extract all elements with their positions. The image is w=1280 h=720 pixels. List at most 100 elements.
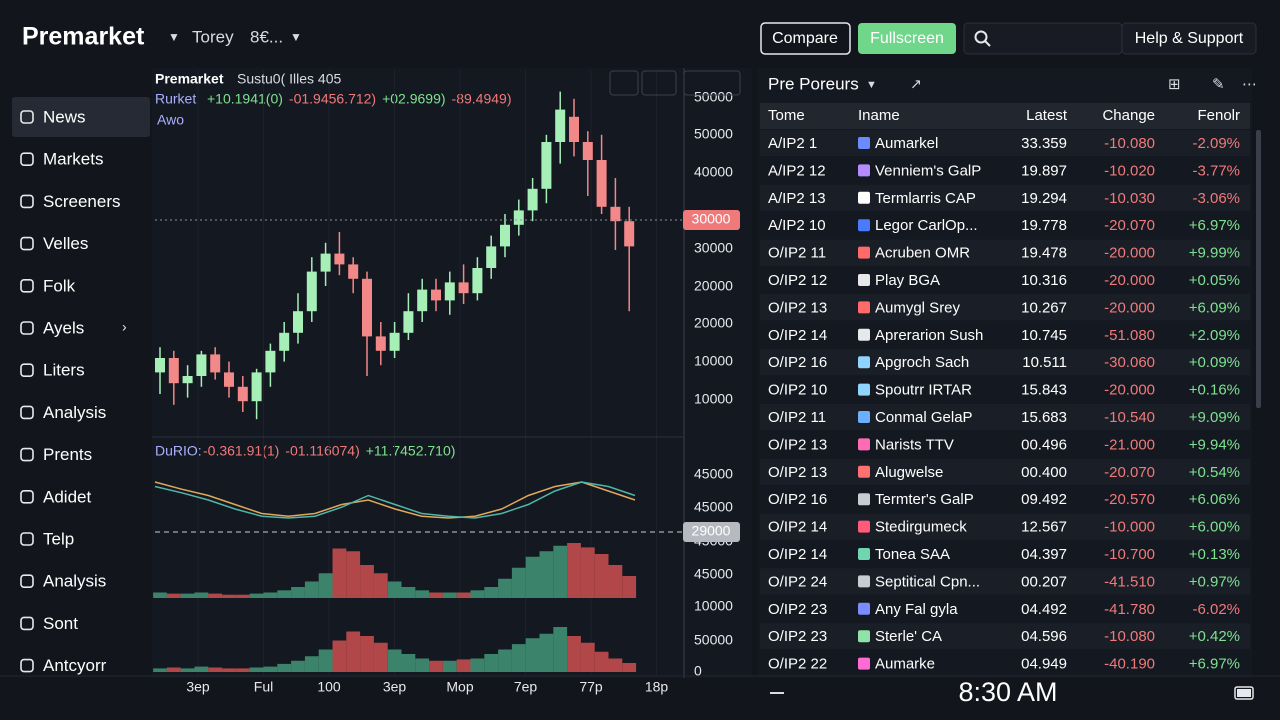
chart-legend-subtitle: Sustu0( Illes 405 xyxy=(237,71,341,87)
row-name[interactable]: Narists TTV xyxy=(875,436,954,453)
row-name[interactable]: Aumarke xyxy=(875,656,935,673)
nav-item[interactable]: Prents xyxy=(43,445,92,464)
dropdown-caret[interactable]: ▼ xyxy=(866,79,877,91)
nav-item[interactable]: Antcyorr xyxy=(43,656,107,675)
dropdown-caret[interactable]: ▼ xyxy=(168,30,180,44)
volume-bar xyxy=(153,668,167,672)
nav-icon xyxy=(20,405,34,420)
row-stripe xyxy=(760,404,1250,430)
volume-bar xyxy=(263,592,278,598)
nav-item[interactable]: Ayels xyxy=(43,318,84,337)
row-icon xyxy=(858,657,870,670)
row-time: O/IP2 11 xyxy=(768,245,826,262)
row-percent: +0.16% xyxy=(1189,382,1240,399)
nav-item[interactable]: Adidet xyxy=(43,487,91,506)
column-header[interactable]: Tome xyxy=(768,107,805,124)
row-name[interactable]: Sterle' CA xyxy=(875,628,942,645)
more-icon[interactable]: ⋯ xyxy=(1242,76,1257,93)
row-name[interactable]: Acruben OMR xyxy=(875,245,970,262)
row-name[interactable]: Tonea SAA xyxy=(875,546,950,563)
column-header[interactable]: Iname xyxy=(858,107,900,124)
row-percent: +9.94% xyxy=(1189,436,1240,453)
search-icon xyxy=(984,40,991,47)
nav-item[interactable]: Velles xyxy=(43,234,88,253)
candle-body xyxy=(196,354,207,376)
collapse-icon[interactable]: ↗ xyxy=(910,76,922,92)
row-percent: +0.13% xyxy=(1189,546,1240,563)
oscillator-axis-label: 45000 xyxy=(694,566,733,582)
layout-icon[interactable]: ⊞ xyxy=(1168,76,1181,93)
row-name[interactable]: Termter's GalP xyxy=(875,491,974,508)
oscillator-axis-label: 45000 xyxy=(694,499,733,515)
nav-icon xyxy=(20,574,34,589)
row-name[interactable]: Apgroch Sach xyxy=(875,354,969,371)
row-name[interactable]: Aprerarion Sush xyxy=(875,327,983,344)
row-change: -20.000 xyxy=(1104,382,1155,399)
row-latest: 19.778 xyxy=(1021,217,1067,234)
nav-item[interactable]: Sont xyxy=(43,614,78,633)
nav-item[interactable]: Screeners xyxy=(43,192,120,211)
row-name[interactable]: Spoutrr IRTAR xyxy=(875,382,972,399)
search-box[interactable] xyxy=(963,22,1123,55)
row-name[interactable]: Aumarkel xyxy=(875,135,938,152)
watchlist-title[interactable]: Pre Poreurs xyxy=(768,74,859,93)
row-latest: 04.397 xyxy=(1021,546,1067,563)
help-button[interactable] xyxy=(1121,22,1257,55)
row-name[interactable]: Any Fal gyla xyxy=(875,601,958,618)
volume-bar xyxy=(539,633,554,672)
row-percent: +6.97% xyxy=(1189,217,1240,234)
column-header[interactable]: Change xyxy=(1102,107,1155,124)
compare-button[interactable] xyxy=(760,22,851,55)
candle-body xyxy=(458,282,469,294)
nav-icon xyxy=(20,194,34,209)
volume-bar xyxy=(580,547,595,598)
row-percent: +6.09% xyxy=(1189,299,1240,316)
candle-body xyxy=(513,210,524,225)
nav-item[interactable]: Analysis xyxy=(43,403,106,422)
draw-tool[interactable] xyxy=(609,70,639,96)
fullscreen-label: Fullscreen xyxy=(870,30,944,47)
nav-item[interactable]: Markets xyxy=(43,150,103,169)
nav-expand[interactable]: › xyxy=(122,319,127,335)
column-header[interactable]: Fenolr xyxy=(1197,107,1240,124)
candle-body xyxy=(334,253,345,265)
nav-icon xyxy=(20,616,34,631)
volume-bar xyxy=(553,627,568,672)
row-name[interactable]: Venniem's GalP xyxy=(875,162,981,179)
indicator-tool[interactable] xyxy=(641,70,677,96)
column-header[interactable]: Latest xyxy=(1026,107,1068,124)
row-name[interactable]: Alugwelse xyxy=(875,464,943,481)
nav-icon xyxy=(20,278,34,293)
settings-tool[interactable] xyxy=(683,70,741,96)
symbol-select[interactable]: Torey xyxy=(192,27,234,46)
row-name[interactable]: Play BGA xyxy=(875,272,940,289)
pen-icon[interactable]: ✎ xyxy=(1212,76,1225,93)
row-latest: 12.567 xyxy=(1021,519,1067,536)
nav-item[interactable]: Telp xyxy=(43,529,74,548)
row-name[interactable]: Septitical Cpn... xyxy=(875,573,980,590)
nav-item[interactable]: Liters xyxy=(43,361,85,380)
row-icon xyxy=(858,274,870,286)
candle-body xyxy=(265,350,276,373)
nav-icon xyxy=(20,110,34,124)
row-name[interactable]: Conmal GelaP xyxy=(875,409,973,426)
legend-value: -01.9456.712) xyxy=(289,91,376,107)
row-percent: -3.06% xyxy=(1192,190,1240,207)
time-axis-label: 7ep xyxy=(514,679,538,695)
row-time: O/IP2 14 xyxy=(768,327,827,344)
row-name[interactable]: Termlarris CAP xyxy=(875,190,976,207)
fullscreen-button[interactable] xyxy=(858,23,956,54)
nav-item[interactable]: Analysis xyxy=(43,572,106,591)
row-time: O/IP2 10 xyxy=(768,382,827,399)
row-percent: -2.09% xyxy=(1192,135,1240,152)
row-name[interactable]: Aumygl Srey xyxy=(875,299,961,316)
scrollbar[interactable] xyxy=(1256,130,1261,408)
nav-item[interactable]: Folk xyxy=(43,276,76,295)
row-name[interactable]: Legor CarlOp... xyxy=(875,217,978,234)
price-axis-label: 40000 xyxy=(694,164,733,180)
row-name[interactable]: Stedirgumeck xyxy=(875,519,967,536)
interval-select[interactable]: 8€... xyxy=(250,27,283,46)
help-label: Help & Support xyxy=(1135,30,1244,47)
nav-item[interactable]: News xyxy=(43,107,86,126)
dropdown-caret[interactable]: ▼ xyxy=(290,30,302,44)
